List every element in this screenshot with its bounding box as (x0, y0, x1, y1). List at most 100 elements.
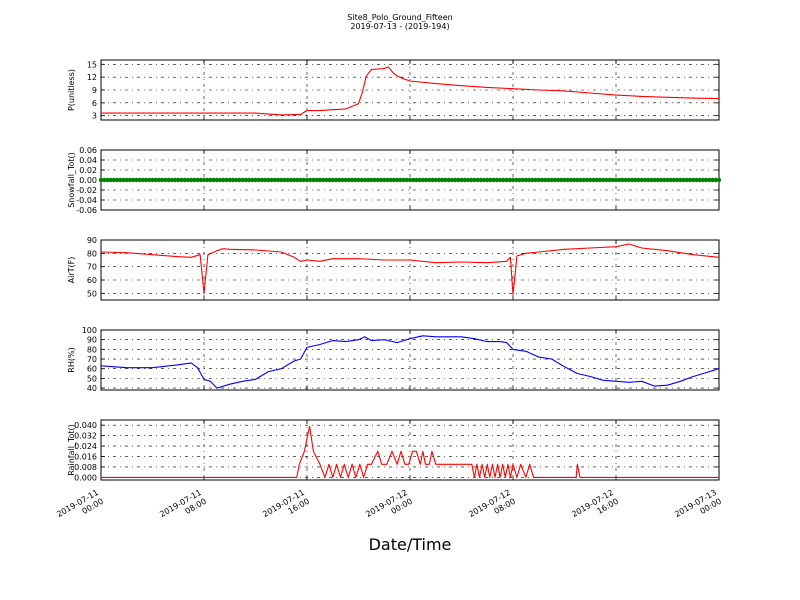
data-point (565, 177, 570, 183)
data-point (684, 177, 690, 183)
series-line (101, 425, 719, 478)
data-point (343, 177, 348, 183)
data-point (240, 177, 245, 183)
x-tick-label: 2019-07-1200:00 (364, 488, 414, 528)
data-point (127, 177, 133, 183)
data-point (446, 177, 451, 183)
data-point (111, 177, 117, 183)
y-tick-label: 100 (82, 326, 97, 335)
data-point (140, 177, 146, 183)
data-point (433, 177, 438, 183)
data-point (382, 177, 387, 183)
data-point (629, 177, 635, 183)
data-point (391, 177, 397, 183)
y-tick-label: 50 (87, 374, 97, 383)
data-point (671, 177, 677, 183)
data-point (185, 177, 191, 183)
data-point (449, 177, 455, 183)
y-tick-label: 0.008 (74, 463, 97, 472)
data-point (394, 177, 400, 183)
chart-title: Site8_Polo_Ground_Fifteen (347, 13, 452, 22)
data-point (600, 177, 606, 183)
data-point (176, 177, 181, 183)
data-point (694, 177, 699, 183)
data-point (414, 177, 419, 183)
data-point (691, 177, 696, 183)
data-point (195, 177, 200, 183)
data-point (533, 177, 538, 183)
data-point (108, 177, 113, 183)
data-point (555, 177, 561, 183)
data-point (417, 177, 422, 183)
data-point (662, 177, 667, 183)
data-point (198, 177, 203, 183)
data-point (314, 177, 319, 183)
data-point (301, 177, 306, 183)
y-tick-label: 0.024 (74, 442, 97, 451)
data-point (552, 177, 558, 183)
x-tick-label: 2019-07-1108:00 (158, 488, 208, 528)
y-tick-label: 90 (87, 236, 97, 245)
data-point (514, 177, 519, 183)
data-point (385, 177, 390, 183)
data-point (439, 177, 445, 183)
y-tick-label: 0.02 (79, 166, 97, 175)
y-tick-label: -0.02 (76, 186, 97, 195)
data-point (291, 177, 297, 183)
data-point (703, 177, 709, 183)
data-point (700, 177, 706, 183)
data-point (308, 177, 313, 183)
data-point (285, 177, 290, 183)
data-point (423, 177, 429, 183)
data-point (658, 177, 664, 183)
data-point (665, 177, 670, 183)
panel: 3 6 9 12 15 P(unitless) (67, 59, 720, 121)
y-tick-label: 90 (87, 336, 97, 345)
panels: 3691215P(unitless)-0.06-0.04-0.020.000.0… (67, 59, 722, 482)
data-point (636, 177, 641, 183)
series-line (100, 243, 720, 296)
data-point (172, 177, 178, 183)
data-point (488, 177, 493, 183)
data-point (468, 177, 474, 183)
data-point (523, 177, 529, 183)
data-point (517, 177, 522, 183)
y-tick-label: 0.00 (79, 176, 97, 185)
data-point (549, 177, 554, 183)
y-tick-label: 0.040 (74, 421, 97, 430)
data-point (571, 177, 577, 183)
data-point (530, 177, 535, 183)
data-point (674, 177, 680, 183)
data-point (610, 177, 615, 183)
y-tick-label: 70 (87, 355, 97, 364)
data-point (237, 177, 242, 183)
data-point (330, 177, 335, 183)
y-axis-label: Snowfall_Tot() (67, 152, 76, 208)
data-point (179, 177, 184, 183)
data-point (169, 177, 175, 183)
data-point (639, 177, 644, 183)
data-point (649, 177, 654, 183)
data-point (298, 177, 303, 183)
data-point (542, 177, 548, 183)
data-point (205, 177, 210, 183)
data-point (681, 177, 686, 183)
data-point (227, 177, 232, 183)
data-point (269, 177, 274, 183)
data-point (153, 177, 158, 183)
y-tick-label: 15 (87, 60, 97, 69)
data-point (575, 177, 580, 183)
data-point (272, 177, 278, 183)
data-point (716, 177, 722, 183)
data-point (539, 177, 545, 183)
data-point (208, 177, 213, 183)
data-point (356, 177, 361, 183)
data-point (452, 177, 458, 183)
data-point (472, 177, 477, 183)
data-point (707, 177, 712, 183)
data-point (130, 177, 136, 183)
data-point (668, 177, 673, 183)
data-point (401, 177, 406, 183)
data-point (233, 177, 239, 183)
